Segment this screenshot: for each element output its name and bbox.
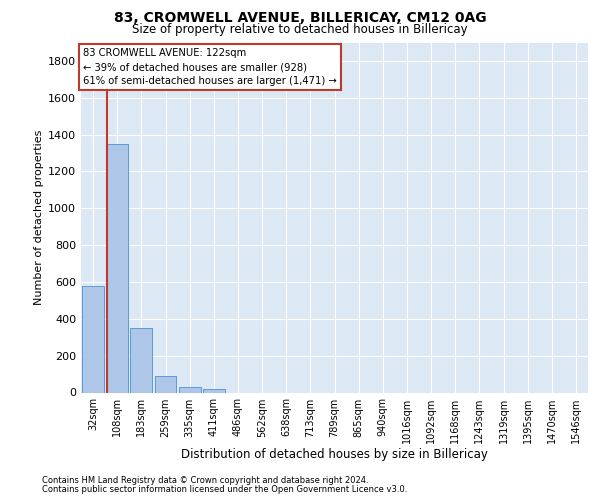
Text: Contains HM Land Registry data © Crown copyright and database right 2024.: Contains HM Land Registry data © Crown c… <box>42 476 368 485</box>
Text: Contains public sector information licensed under the Open Government Licence v3: Contains public sector information licen… <box>42 485 407 494</box>
Bar <box>82 286 104 393</box>
Text: Size of property relative to detached houses in Billericay: Size of property relative to detached ho… <box>132 22 468 36</box>
Bar <box>179 387 200 392</box>
Bar <box>130 328 152 392</box>
Bar <box>203 389 224 392</box>
Bar <box>106 144 128 392</box>
Bar <box>155 376 176 392</box>
Text: 83 CROMWELL AVENUE: 122sqm
← 39% of detached houses are smaller (928)
61% of sem: 83 CROMWELL AVENUE: 122sqm ← 39% of deta… <box>83 48 337 86</box>
Y-axis label: Number of detached properties: Number of detached properties <box>34 130 44 305</box>
X-axis label: Distribution of detached houses by size in Billericay: Distribution of detached houses by size … <box>181 448 488 462</box>
Text: 83, CROMWELL AVENUE, BILLERICAY, CM12 0AG: 83, CROMWELL AVENUE, BILLERICAY, CM12 0A… <box>113 12 487 26</box>
